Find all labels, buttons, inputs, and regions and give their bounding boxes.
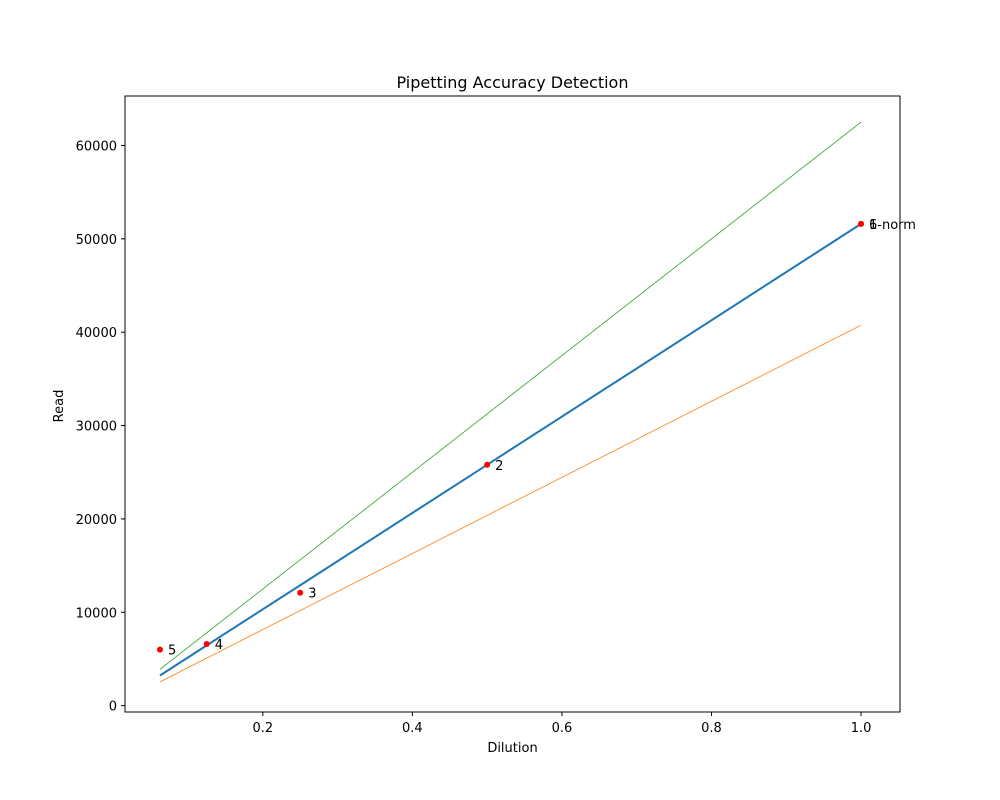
point-label-3: 3 xyxy=(308,587,316,602)
series-line-1 xyxy=(159,121,862,670)
point-label-4: 4 xyxy=(215,638,223,653)
series-line-2 xyxy=(159,324,862,683)
plot-area: 1 2 3 4 5 6-norm 0.2 0.4 0.6 0.8 1.0 0 10000 20000 300… xyxy=(76,95,916,736)
y-tick-label: 30000 xyxy=(76,420,117,435)
x-tick-label: 0.4 xyxy=(402,721,423,736)
data-point xyxy=(858,220,865,227)
y-tick-label: 40000 xyxy=(76,326,117,341)
chart-title: Pipetting Accuracy Detection xyxy=(397,73,629,92)
point-label-6: 6-norm xyxy=(869,218,916,233)
y-tick-label: 10000 xyxy=(76,606,117,621)
y-tick-label: 0 xyxy=(109,700,117,715)
y-tick-label: 20000 xyxy=(76,513,117,528)
x-tick-label: 0.2 xyxy=(252,721,273,736)
x-axis-title: Dilution xyxy=(487,741,537,756)
x-tick-label: 1.0 xyxy=(851,721,872,736)
data-point xyxy=(297,589,304,596)
point-label-2: 2 xyxy=(495,459,503,474)
data-point xyxy=(484,461,491,468)
x-tick-label: 0.8 xyxy=(701,721,722,736)
y-tick-label: 60000 xyxy=(76,139,117,154)
point-label-1: 1 xyxy=(869,218,877,233)
plot-frame xyxy=(124,95,901,713)
point-label-5: 5 xyxy=(168,644,176,659)
y-axis-title: Read xyxy=(52,390,67,423)
series-line-3 xyxy=(159,223,862,677)
data-point xyxy=(203,641,210,648)
data-point xyxy=(156,646,163,653)
x-tick-label: 0.6 xyxy=(552,721,573,736)
y-tick-label: 50000 xyxy=(76,233,117,248)
